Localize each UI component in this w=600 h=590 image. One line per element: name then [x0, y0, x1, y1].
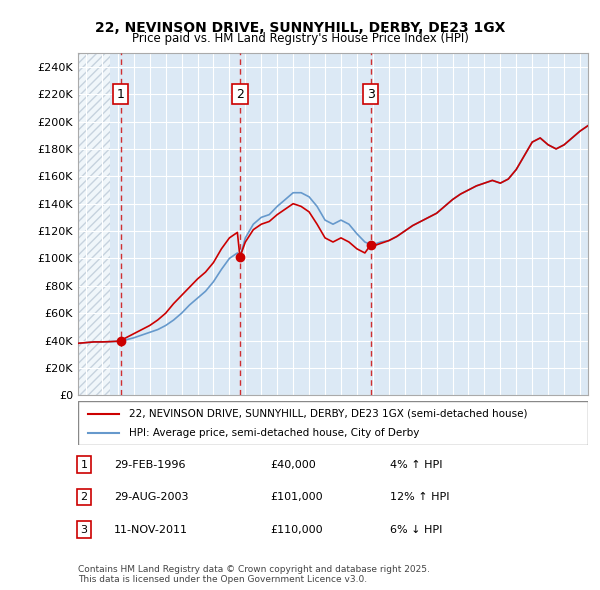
Text: 4% ↑ HPI: 4% ↑ HPI — [390, 460, 443, 470]
Bar — [78, 53, 110, 395]
Text: 1: 1 — [80, 460, 88, 470]
Text: HPI: Average price, semi-detached house, City of Derby: HPI: Average price, semi-detached house,… — [129, 428, 419, 438]
Text: 22, NEVINSON DRIVE, SUNNYHILL, DERBY, DE23 1GX (semi-detached house): 22, NEVINSON DRIVE, SUNNYHILL, DERBY, DE… — [129, 409, 527, 418]
Text: £101,000: £101,000 — [270, 492, 323, 502]
Text: 29-FEB-1996: 29-FEB-1996 — [114, 460, 185, 470]
Text: 2: 2 — [80, 492, 88, 502]
Text: 11-NOV-2011: 11-NOV-2011 — [114, 525, 188, 535]
Text: 2: 2 — [236, 88, 244, 101]
Text: £110,000: £110,000 — [270, 525, 323, 535]
Text: Contains HM Land Registry data © Crown copyright and database right 2025.
This d: Contains HM Land Registry data © Crown c… — [78, 565, 430, 584]
Text: 6% ↓ HPI: 6% ↓ HPI — [390, 525, 442, 535]
Text: 22, NEVINSON DRIVE, SUNNYHILL, DERBY, DE23 1GX: 22, NEVINSON DRIVE, SUNNYHILL, DERBY, DE… — [95, 21, 505, 35]
Text: 1: 1 — [116, 88, 124, 101]
Text: 12% ↑ HPI: 12% ↑ HPI — [390, 492, 449, 502]
Text: 3: 3 — [367, 88, 375, 101]
Text: 3: 3 — [80, 525, 88, 535]
Bar — [78, 53, 110, 395]
FancyBboxPatch shape — [78, 401, 588, 445]
Text: 29-AUG-2003: 29-AUG-2003 — [114, 492, 188, 502]
Text: Price paid vs. HM Land Registry's House Price Index (HPI): Price paid vs. HM Land Registry's House … — [131, 32, 469, 45]
Text: £40,000: £40,000 — [270, 460, 316, 470]
